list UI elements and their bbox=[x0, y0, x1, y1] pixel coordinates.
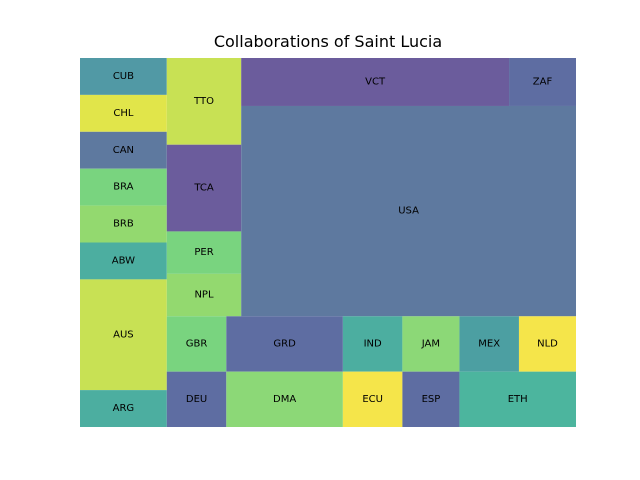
treemap-rect bbox=[241, 58, 510, 106]
treemap-rect bbox=[402, 371, 460, 427]
treemap-label: IND bbox=[364, 338, 382, 349]
treemap-label: MEX bbox=[478, 338, 500, 349]
treemap-label: ABW bbox=[112, 255, 135, 266]
treemap-rect bbox=[80, 131, 167, 169]
treemap-rect bbox=[80, 242, 167, 280]
treemap-cell-cub: CUB bbox=[80, 58, 167, 95]
treemap-cell-ecu: ECU bbox=[342, 371, 403, 427]
treemap-cell-aus: AUS bbox=[80, 279, 167, 391]
treemap-rect bbox=[342, 316, 403, 372]
treemap-cell-esp: ESP bbox=[402, 371, 460, 427]
treemap-cell-ind: IND bbox=[342, 316, 403, 372]
treemap-label: CAN bbox=[113, 145, 134, 156]
treemap-rect bbox=[80, 390, 167, 427]
treemap-rect bbox=[166, 144, 242, 232]
treemap-cell-deu: DEU bbox=[166, 371, 227, 427]
treemap-label: ARG bbox=[113, 403, 135, 414]
treemap-cell-arg: ARG bbox=[80, 390, 167, 427]
treemap-rect bbox=[342, 371, 403, 427]
treemap-rect bbox=[166, 316, 227, 372]
treemap-rect bbox=[80, 94, 167, 132]
treemap-rect bbox=[402, 316, 460, 372]
treemap-cell-zaf: ZAF bbox=[509, 58, 576, 106]
treemap-label: DEU bbox=[186, 394, 207, 405]
treemap-rect bbox=[226, 371, 343, 427]
treemap-rect bbox=[80, 205, 167, 243]
treemap-label: CHL bbox=[113, 108, 134, 119]
treemap-cell-npl: NPL bbox=[166, 273, 242, 317]
treemap-label: DMA bbox=[273, 394, 296, 405]
treemap-cell-grd: GRD bbox=[226, 316, 343, 372]
chart-title: Collaborations of Saint Lucia bbox=[213, 32, 443, 51]
treemap-cell-gbr: GBR bbox=[166, 316, 227, 372]
treemap-label: VCT bbox=[365, 76, 386, 87]
treemap-label: AUS bbox=[113, 329, 134, 340]
treemap-rect bbox=[509, 58, 576, 106]
treemap-rect bbox=[459, 371, 576, 427]
treemap-label: JAM bbox=[421, 338, 440, 349]
treemap-cell-jam: JAM bbox=[402, 316, 460, 372]
treemap-label: TCA bbox=[193, 183, 214, 194]
treemap-cell-mex: MEX bbox=[459, 316, 519, 372]
treemap-cell-can: CAN bbox=[80, 131, 167, 169]
treemap-label: ZAF bbox=[533, 76, 553, 87]
treemap-rect bbox=[459, 316, 519, 372]
treemap-rect bbox=[226, 316, 343, 372]
treemap-label: BRA bbox=[113, 182, 133, 193]
treemap-label: GBR bbox=[186, 338, 208, 349]
treemap-cell-eth: ETH bbox=[459, 371, 576, 427]
treemap-rect bbox=[241, 105, 576, 317]
treemap-cell-dma: DMA bbox=[226, 371, 343, 427]
treemap-cell-bra: BRA bbox=[80, 168, 167, 206]
treemap-cell-usa: USA bbox=[241, 105, 576, 317]
treemap-rect bbox=[518, 316, 576, 372]
treemap-label: CUB bbox=[113, 71, 134, 82]
treemap-label: BRB bbox=[113, 219, 134, 230]
treemap-cell-chl: CHL bbox=[80, 94, 167, 132]
treemap-label: PER bbox=[194, 247, 213, 258]
treemap-cell-per: PER bbox=[166, 231, 242, 274]
treemap-label: GRD bbox=[273, 338, 296, 349]
treemap-cell-vct: VCT bbox=[241, 58, 510, 106]
treemap-rect bbox=[166, 58, 242, 145]
treemap-rect bbox=[166, 231, 242, 274]
treemap-cell-tto: TTO bbox=[166, 58, 242, 145]
treemap-label: ESP bbox=[422, 394, 441, 405]
treemap-label: USA bbox=[398, 206, 419, 217]
treemap-label: TTO bbox=[193, 96, 214, 107]
treemap-label: NPL bbox=[194, 290, 214, 301]
treemap-rect bbox=[80, 168, 167, 206]
treemap-label: ECU bbox=[362, 394, 383, 405]
treemap-cell-nld: NLD bbox=[518, 316, 576, 372]
treemap-label: ETH bbox=[508, 394, 528, 405]
treemap-rect bbox=[166, 371, 227, 427]
treemap-cell-brb: BRB bbox=[80, 205, 167, 243]
treemap-rect bbox=[166, 273, 242, 317]
treemap-label: NLD bbox=[537, 338, 558, 349]
treemap-rect bbox=[80, 279, 167, 391]
treemap-cell-tca: TCA bbox=[166, 144, 242, 232]
treemap-cell-abw: ABW bbox=[80, 242, 167, 280]
treemap-rect bbox=[80, 58, 167, 95]
treemap-cells: CUB CHL CAN BRA BRB ABW AUS ARG TTO TCA PER NPL VCT Z… bbox=[80, 58, 576, 427]
